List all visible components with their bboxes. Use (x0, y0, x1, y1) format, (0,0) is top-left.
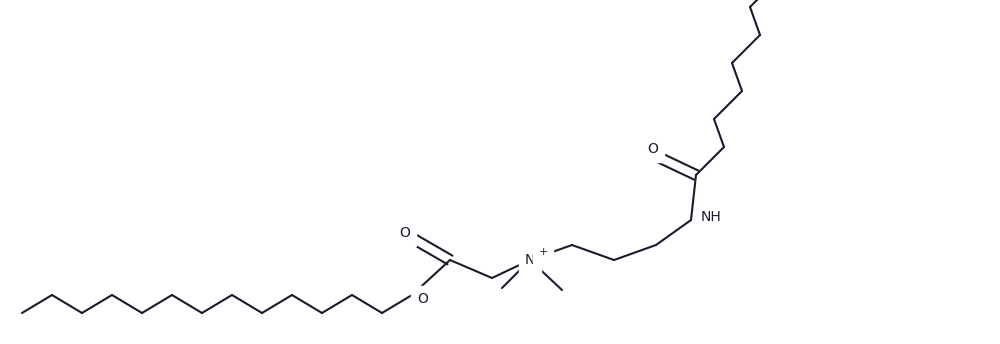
Text: O: O (417, 292, 428, 306)
Text: N: N (525, 253, 535, 267)
Text: +: + (538, 247, 548, 257)
Text: NH: NH (701, 210, 722, 224)
Text: O: O (400, 226, 410, 240)
Text: O: O (648, 142, 658, 156)
